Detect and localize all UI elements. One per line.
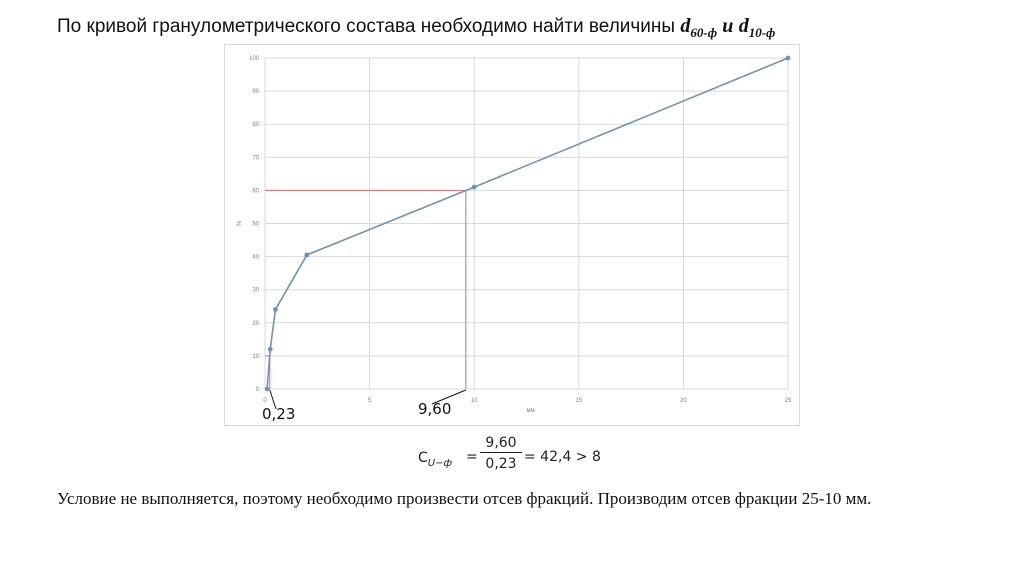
y-tick-label: 90 <box>252 89 259 95</box>
title-subscript-10: 10-ф <box>748 25 776 40</box>
x-tick-label: 5 <box>368 398 372 404</box>
data-point <box>785 55 791 61</box>
y-tick-label: 50 <box>252 222 259 228</box>
title-symbol-d10: d <box>738 15 749 37</box>
annotation-leader <box>269 389 277 410</box>
y-tick-label: 20 <box>252 321 259 327</box>
x-axis-label: мм <box>527 408 535 414</box>
grain-size-chart: 0 10 20 30 40 50 60 70 80 90 100 0 5 10 15 20 25% мм 0,23 9… <box>237 55 792 423</box>
formula-denominator: 0,23 <box>480 452 522 473</box>
x-tick-label: 0 <box>263 398 267 404</box>
x-tick-label: 20 <box>680 398 687 404</box>
formula-symbol: C <box>418 450 428 466</box>
title-subscript-60: 60-ф <box>690 25 717 40</box>
x-tick-label: 25 <box>785 398 792 404</box>
data-point <box>304 252 310 258</box>
annotation-label: 9,60 <box>418 400 451 418</box>
y-tick-label: 100 <box>249 56 260 62</box>
y-tick-label: 60 <box>252 188 259 194</box>
chart-frame: 0 10 20 30 40 50 60 70 80 90 100 0 5 10 15 20 25% мм 0,23 9… <box>224 44 800 426</box>
annotation-leader <box>431 389 467 405</box>
series-line <box>266 57 789 390</box>
x-tick-label: 10 <box>471 398 478 404</box>
y-tick-label: 40 <box>252 255 259 261</box>
y-tick-label: 30 <box>252 288 259 294</box>
formula-lhs: CU−ф <box>418 450 452 469</box>
x-tick-label: 15 <box>575 398 582 404</box>
y-tick-label: 10 <box>252 354 259 360</box>
formula-fraction: 9,60 0,23 <box>480 434 522 473</box>
data-point <box>273 307 278 312</box>
data-point <box>267 346 273 352</box>
formula-result: = 42,4 > 8 <box>524 449 601 465</box>
title-symbol-d60: d <box>680 15 691 37</box>
y-tick-label: 80 <box>252 122 259 128</box>
formula-equals: = <box>466 449 478 465</box>
title-conjunction: и <box>722 15 734 37</box>
y-axis-label: % <box>237 220 243 226</box>
slide-title: По кривой гранулометрического состава не… <box>57 15 997 44</box>
annotation-label: 0,23 <box>262 405 295 423</box>
data-point <box>264 386 270 392</box>
formula-subscript: U−ф <box>427 458 453 469</box>
conclusion-text: Условие не выполняется, поэтому необходи… <box>57 489 872 508</box>
title-text: По кривой гранулометрического состава не… <box>57 16 676 37</box>
y-tick-label: 0 <box>256 387 260 393</box>
data-point <box>471 184 477 190</box>
formula-numerator: 9,60 <box>485 435 517 451</box>
y-tick-label: 70 <box>252 155 259 161</box>
